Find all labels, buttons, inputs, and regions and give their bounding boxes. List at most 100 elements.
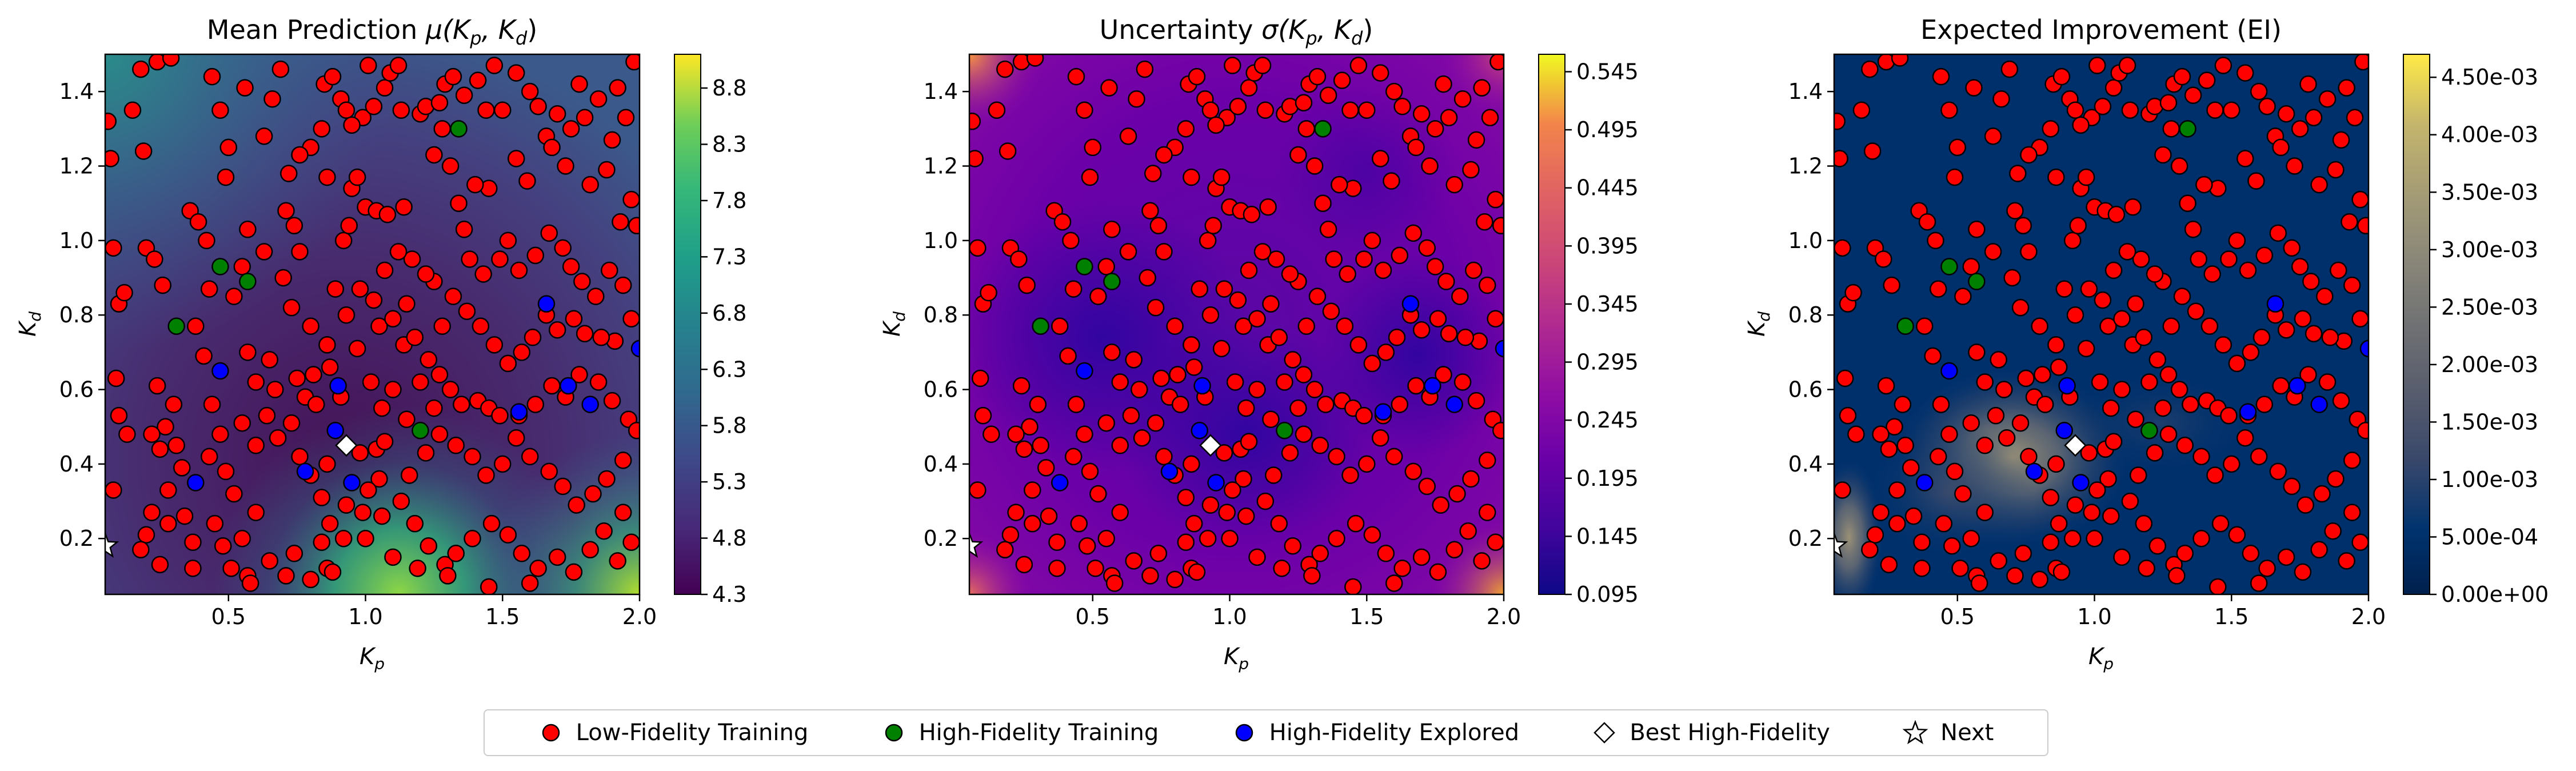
low-fidelity-point (2066, 306, 2084, 324)
low-fidelity-point (1976, 437, 1994, 454)
low-fidelity-point (444, 67, 462, 86)
low-fidelity-point (233, 258, 251, 275)
low-fidelity-point (2094, 291, 2112, 309)
low-fidelity-point (1226, 373, 1244, 391)
low-fidelity-point (1478, 504, 1496, 521)
high-fidelity-training-point (412, 421, 429, 440)
low-fidelity-point (1308, 67, 1327, 86)
low-fidelity-point (2159, 94, 2178, 111)
low-fidelity-point (406, 514, 424, 533)
high-fidelity-explored-point (2025, 462, 2043, 481)
low-fidelity-point (548, 105, 566, 123)
low-fidelity-point (313, 533, 331, 552)
low-fidelity-point (1492, 421, 1504, 440)
low-fidelity-point (1965, 79, 1983, 97)
high-fidelity-training-point (1314, 120, 1332, 138)
colorbar-tick-label: 0.445 (1576, 175, 1639, 201)
low-fidelity-point (587, 287, 605, 305)
low-fidelity-point (2214, 57, 2232, 74)
low-fidelity-point (318, 336, 336, 354)
low-fidelity-point (1273, 560, 1291, 577)
low-fidelity-point (2063, 231, 2082, 250)
low-fidelity-point (1968, 221, 1986, 238)
low-fidelity-point (417, 265, 435, 283)
low-fidelity-point (2277, 105, 2295, 123)
low-fidelity-point (996, 60, 1014, 78)
low-fidelity-point (2351, 533, 2369, 552)
low-fidelity-point (395, 198, 413, 216)
low-fidelity-point (1355, 250, 1373, 268)
low-fidelity-point (324, 563, 342, 581)
low-fidelity-point (1954, 485, 1972, 503)
low-fidelity-point (1097, 258, 1115, 275)
low-fidelity-point (1962, 414, 1980, 432)
low-fidelity-point (1243, 205, 1261, 223)
high-fidelity-training-point (2140, 421, 2158, 440)
low-fidelity-point (2190, 250, 2207, 268)
legend-marker-icon (1592, 720, 1617, 745)
low-fidelity-point (2195, 175, 2213, 194)
low-fidelity-point (1836, 369, 1854, 388)
legend-item: Next (1903, 720, 1994, 746)
low-fidelity-point (348, 168, 366, 186)
low-fidelity-point (2211, 514, 2230, 533)
low-fidelity-point (1188, 67, 1206, 86)
low-fidelity-point (1067, 396, 1085, 413)
low-fidelity-point (282, 298, 301, 317)
low-fidelity-point (2277, 321, 2295, 339)
low-fidelity-point (2159, 425, 2178, 444)
low-fidelity-point (513, 343, 531, 361)
low-fidelity-point (1404, 224, 1423, 242)
low-fidelity-point (2357, 421, 2369, 440)
low-fidelity-point (2343, 276, 2361, 294)
low-fidelity-point (151, 440, 169, 458)
low-fidelity-point (1259, 198, 1277, 216)
low-fidelity-point (2088, 57, 2106, 74)
low-fidelity-point (398, 410, 416, 428)
low-fidelity-point (1924, 347, 1942, 365)
low-fidelity-point (365, 97, 383, 115)
low-fidelity-point (2118, 243, 2136, 261)
low-fidelity-point (217, 462, 235, 481)
low-fidelity-point (1229, 97, 1247, 115)
x-tick-label: 0.5 (1940, 604, 1975, 629)
low-fidelity-point (2269, 224, 2287, 242)
low-fidelity-point (494, 101, 512, 119)
x-tick-label: 1.0 (348, 604, 382, 629)
high-fidelity-training-point (211, 258, 229, 275)
colorbar-tick-label: 8.3 (712, 132, 746, 157)
low-fidelity-point (1149, 545, 1168, 562)
low-fidelity-point (1128, 90, 1145, 108)
low-fidelity-point (2327, 470, 2345, 488)
low-fidelity-point (146, 250, 163, 268)
low-fidelity-point (2121, 492, 2139, 510)
low-fidelity-point (186, 317, 205, 335)
low-fidelity-point (2255, 396, 2274, 413)
low-fidelity-point (521, 448, 539, 466)
high-fidelity-training-point (1968, 273, 1986, 290)
low-fidelity-point (540, 224, 558, 242)
low-fidelity-point (2148, 351, 2167, 369)
y-tick-label: 0.2 (924, 526, 958, 551)
colorbar-ticks: 0.095 0.145 0.195 0.245 0.295 0.345 0.395 0.445… (1565, 59, 1639, 607)
low-fidelity-point (348, 339, 366, 358)
x-tick-label: 2.0 (1487, 604, 1521, 629)
low-fidelity-point (417, 444, 435, 462)
low-fidelity-point (373, 399, 391, 417)
low-fidelity-point (2283, 239, 2301, 257)
low-fidelity-point (1111, 437, 1129, 454)
low-fidelity-point (239, 221, 257, 238)
low-fidelity-point (1341, 101, 1359, 119)
low-fidelity-point (2020, 243, 2038, 261)
low-fidelity-point (2104, 79, 2123, 97)
low-fidelity-point (351, 280, 369, 298)
low-fidelity-point (1218, 504, 1236, 521)
legend-label: Low-Fidelity Training (576, 720, 809, 746)
low-fidelity-point (324, 67, 342, 86)
low-fidelity-point (2255, 246, 2274, 265)
low-fidelity-point (2220, 406, 2238, 425)
low-fidelity-point (2050, 358, 2068, 376)
low-fidelity-point (2052, 67, 2071, 86)
low-fidelity-point (1349, 57, 1368, 74)
low-fidelity-point (1224, 57, 1241, 74)
